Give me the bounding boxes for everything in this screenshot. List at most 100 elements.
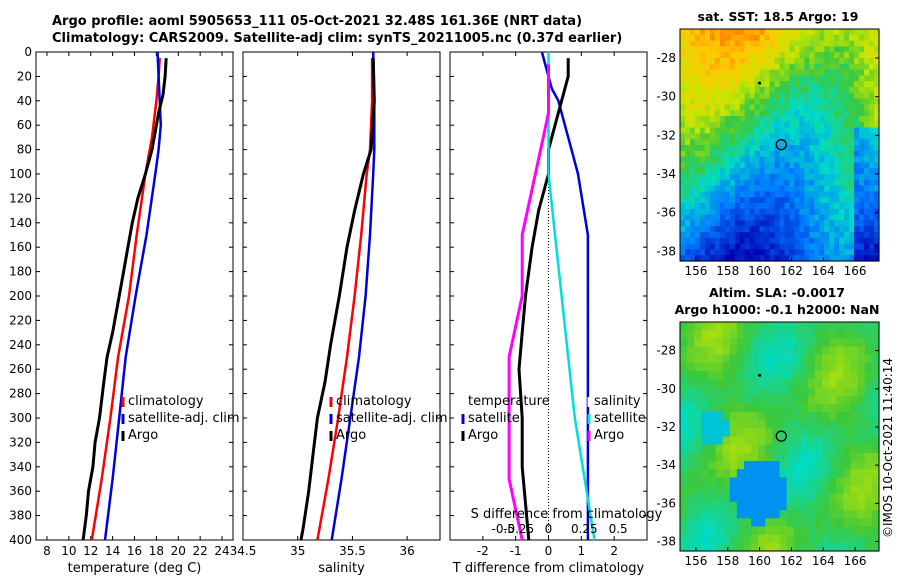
map-cell [864,63,870,71]
map-cell [774,197,781,204]
map-cell [680,379,688,389]
map-cell [800,420,809,429]
map-cell [709,69,716,76]
map-y-tick-label: -34 [656,167,676,181]
map-cell [739,92,746,100]
map-cell [772,322,781,331]
map-cell [699,116,706,123]
x-tick-label-secondary: -0.25 [503,522,534,536]
map-cell [804,34,810,42]
map-cell [744,69,751,76]
map-cell [694,371,702,380]
map-cell [772,436,781,446]
map-cell [744,191,751,198]
map-cell [844,145,850,152]
map-cell [722,542,731,552]
map-cell [800,485,809,495]
map-cell [864,387,873,397]
map-cell [724,214,731,221]
map-cell [759,63,766,71]
map-cell [694,75,701,82]
map-cell [794,197,800,204]
map-cell [734,81,741,88]
map-cell [754,81,761,88]
y-tick-label: 0 [24,45,32,59]
map-cell [836,371,845,380]
map-cell [843,452,852,462]
x-tick-label-secondary: 0 [545,522,553,536]
map-cell [850,354,859,364]
map-cell [829,174,835,181]
map-cell [749,139,756,146]
map-cell [819,162,825,169]
map-cell [680,127,686,134]
map-cell [850,371,859,380]
map-cell [729,436,738,446]
map-cell [829,168,835,175]
map-cell [784,87,791,94]
map-cell [743,362,752,372]
map-cell [839,232,845,239]
map-cell [864,255,870,262]
map-cell [729,197,736,204]
map-cell [744,197,751,204]
map-cell [815,534,823,544]
map-cell [849,243,855,250]
map-cell [799,150,805,158]
map-cell [729,208,736,216]
map-cell [843,338,852,348]
map-cell [684,87,691,94]
map-cell [699,92,706,100]
map-cell [687,485,695,495]
map-cell [769,168,776,175]
panel-difference [449,51,648,541]
map-cell [834,226,840,233]
map-cell [819,92,825,100]
map-cell [784,29,791,36]
map-cell [807,387,816,397]
map-cell [779,534,788,544]
map-cell [701,428,710,438]
map-cell [689,58,696,65]
map-cell [694,34,701,42]
map-cell [779,330,788,339]
map-cell [864,191,870,198]
map-cell [829,387,837,397]
map-cell [839,104,845,111]
map-cell [864,232,870,239]
legend-label: Argo [336,428,366,443]
map-cell [864,127,870,134]
map-cell [859,168,865,175]
map-cell [765,395,773,405]
map-cell [844,185,850,192]
map-cell [849,197,855,204]
map-cell [843,542,852,552]
map-cell [689,116,696,123]
map-cell [680,58,686,65]
map-cell [784,179,791,187]
map-cell [869,162,875,169]
map-cell [824,214,830,221]
map-cell [724,179,731,187]
map-cell [704,121,711,129]
map-cell [854,145,860,152]
map-cell [699,168,706,175]
map-cell [850,485,859,495]
map-cell [769,208,776,216]
map-cell [689,191,696,198]
map-cell [769,214,776,221]
map-cell [764,150,771,158]
map-cell [809,110,815,117]
map-cell [694,411,702,421]
map-cell [854,58,860,65]
map-cell [744,34,751,42]
map-cell [789,46,796,53]
map-cell [854,208,860,216]
map-cell [714,179,721,187]
map-sst_map [679,28,880,262]
map-cell [857,428,866,438]
map-cell [859,127,865,134]
map-cell [758,395,766,405]
map-cell [854,214,860,221]
map-cell [736,338,745,348]
